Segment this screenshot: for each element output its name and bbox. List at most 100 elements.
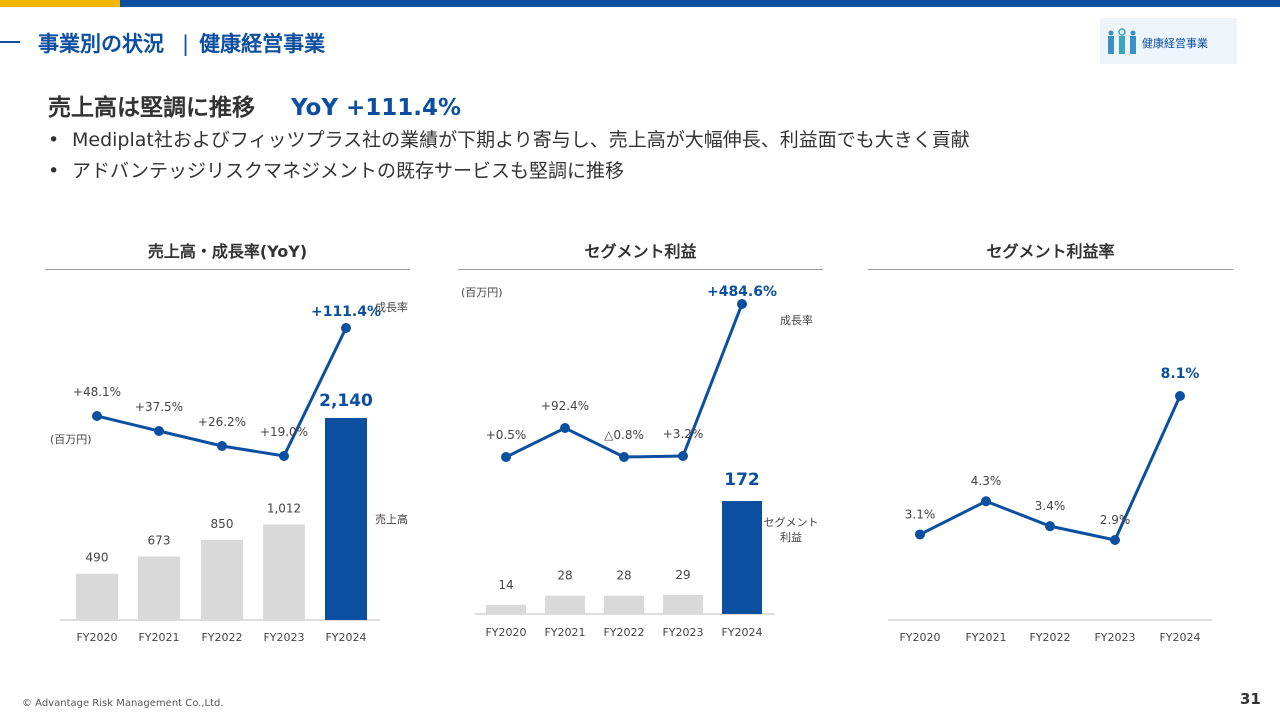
footer-copyright: © Advantage Risk Management Co.,Ltd.: [22, 698, 224, 709]
chart-title-rule: [458, 269, 823, 270]
bullet-item: • アドバンテッジリスクマネジメントの既存サービスも堅調に推移: [48, 156, 624, 183]
margin-line: [919, 395, 1182, 542]
bullet-dot: •: [48, 129, 60, 151]
x-tick-label: FY2024: [325, 631, 366, 644]
margin-point: [915, 529, 925, 540]
bullet-text: Mediplat社およびフィッツプラス社の業績が下期より寄与し、売上高が大幅伸長…: [72, 129, 970, 151]
headline-text: 売上高は堅調に推移: [48, 95, 255, 121]
bar-value-label: 14: [498, 578, 513, 592]
page-title-segment: 健康経営事業: [199, 32, 326, 56]
x-tick-label: FY2022: [201, 631, 242, 644]
bar: [201, 539, 243, 620]
growth-label: +26.2%: [198, 415, 246, 429]
bar: [604, 595, 644, 614]
bar: [545, 595, 585, 614]
growth-label: △0.8%: [604, 428, 644, 442]
x-tick-label: FY2023: [662, 626, 703, 639]
margin-point: [1045, 521, 1055, 532]
bar: [263, 524, 305, 620]
page-number: 31: [1240, 690, 1261, 708]
growth-label: +37.5%: [135, 400, 183, 414]
margin-label: 3.1%: [905, 507, 936, 521]
bar-series-label: 売上高: [375, 512, 408, 526]
growth-label: +111.4%: [311, 304, 381, 320]
bar: [663, 594, 703, 614]
bar-value-label: 28: [616, 569, 631, 583]
unit-label: (百万円): [50, 433, 92, 446]
growth-point: [279, 451, 289, 461]
chart-title-margin: セグメント利益率: [986, 242, 1115, 261]
growth-point: [737, 299, 747, 309]
bar-series-label: 利益: [780, 530, 802, 544]
x-tick-label: FY2022: [603, 626, 644, 639]
growth-label: +92.4%: [541, 399, 589, 413]
line-series-label: 成長率: [780, 313, 813, 327]
growth-point: [678, 451, 688, 461]
x-tick-label: FY2021: [965, 631, 1006, 644]
growth-point: [341, 323, 351, 333]
growth-label: +0.5%: [486, 428, 527, 442]
page-title: 事業別の状況 | 健康経営事業: [38, 28, 325, 58]
segment-badge: 健康経営事業: [1100, 18, 1237, 64]
bar-value-label: 172: [724, 470, 760, 490]
top-accent-bar-yellow: [0, 0, 120, 7]
x-tick-label: FY2020: [485, 626, 526, 639]
chart-title-profit: セグメント利益: [584, 242, 697, 261]
margin-point: [1110, 535, 1120, 545]
headline: 売上高は堅調に推移 YoY +111.4%: [48, 88, 461, 122]
bullet-dot: •: [48, 160, 60, 182]
bar: [138, 556, 180, 620]
x-tick-label: FY2022: [1029, 631, 1070, 644]
line-series-label: 成長率: [375, 300, 408, 314]
chart-title-rule: [45, 269, 410, 270]
x-tick-label: FY2020: [899, 631, 940, 644]
growth-point: [154, 426, 164, 436]
bar-value-label: 850: [211, 517, 234, 531]
bar: [76, 573, 118, 620]
x-tick-label: FY2020: [76, 631, 117, 644]
margin-point: [981, 496, 991, 507]
growth-label: +484.6%: [707, 284, 777, 300]
bullet-text: アドバンテッジリスクマネジメントの既存サービスも堅調に推移: [72, 160, 624, 182]
badge-label: 健康経営事業: [1142, 37, 1208, 50]
chart-title-sales: 売上高・成長率(YoY): [147, 242, 308, 261]
x-tick-label: FY2021: [138, 631, 179, 644]
x-tick-label: FY2023: [1094, 631, 1135, 644]
unit-label: (百万円): [461, 286, 503, 299]
growth-point: [92, 411, 102, 421]
top-accent-bar-blue: [120, 0, 1280, 7]
margin-label: 8.1%: [1161, 366, 1200, 382]
bar-value-label: 1,012: [267, 501, 301, 515]
title-separator: |: [182, 32, 190, 56]
x-tick-label: FY2024: [721, 626, 762, 639]
bar-value-label: 673: [148, 533, 171, 547]
margin-label: 2.9%: [1100, 513, 1131, 527]
bar-value-label: 28: [557, 569, 572, 583]
growth-point: [560, 423, 570, 433]
bar: [486, 604, 526, 614]
bar: [722, 501, 762, 614]
growth-label: +19.0%: [260, 425, 308, 439]
growth-point: [217, 441, 227, 451]
bar-value-label: 29: [675, 568, 690, 582]
health-people-icon: [1108, 28, 1136, 54]
margin-point: [1175, 391, 1185, 401]
bar-value-label: 2,140: [319, 391, 373, 411]
growth-point: [501, 452, 511, 462]
headline-yoy: YoY +111.4%: [291, 95, 462, 121]
bar-value-label: 490: [86, 551, 109, 565]
page-title-main: 事業別の状況: [38, 32, 164, 56]
bar-series-label: セグメント: [764, 515, 819, 529]
title-dash: [0, 41, 20, 43]
bar: [325, 418, 367, 620]
margin-label: 4.3%: [971, 474, 1002, 488]
bullet-item: • Mediplat社およびフィッツプラス社の業績が下期より寄与し、売上高が大幅伸…: [48, 125, 970, 152]
x-tick-label: FY2021: [544, 626, 585, 639]
chart-title-rule: [868, 269, 1233, 270]
x-tick-label: FY2023: [263, 631, 304, 644]
growth-label: +48.1%: [73, 385, 121, 399]
growth-label: +3.2%: [663, 427, 704, 441]
